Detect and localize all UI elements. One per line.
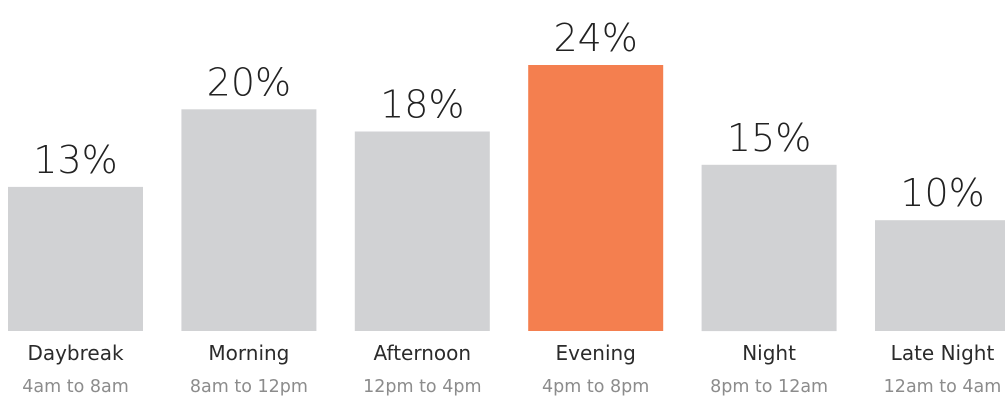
value-label-daybreak: 13% — [33, 138, 117, 182]
bar-daybreak — [8, 186, 143, 331]
category-label-evening: Evening — [556, 341, 636, 365]
bar-morning — [181, 109, 317, 331]
value-label-late-night: 10% — [900, 171, 984, 215]
category-label-night: Night — [742, 341, 796, 365]
category-labels-group: Daybreak Morning Afternoon Evening Night Late… — [27, 341, 994, 365]
value-label-morning: 20% — [207, 60, 291, 104]
category-label-afternoon: Afternoon — [374, 341, 472, 365]
time-range-label-daybreak: 4am to 8am — [22, 377, 129, 397]
value-labels-group: 13% 20% 18% 24% 15% 10% — [33, 16, 984, 215]
bar-night — [701, 164, 837, 332]
category-label-daybreak: Daybreak — [27, 341, 124, 365]
bar-late-night — [875, 220, 1005, 331]
bars-group — [8, 65, 1005, 332]
time-range-label-evening: 4pm to 8pm — [542, 377, 649, 397]
value-label-afternoon: 18% — [380, 83, 464, 127]
bar-evening — [528, 65, 664, 331]
time-range-labels-group: 4am to 8am 8am to 12pm 12pm to 4pm 4pm to 8… — [22, 377, 1001, 397]
category-label-late-night: Late Night — [891, 341, 995, 365]
time-range-label-afternoon: 12pm to 4pm — [363, 377, 481, 397]
time-range-label-morning: 8am to 12pm — [190, 377, 308, 397]
category-label-morning: Morning — [208, 341, 289, 365]
time-range-label-night: 8pm to 12am — [710, 377, 828, 397]
value-label-evening: 24% — [553, 16, 637, 60]
value-label-night: 15% — [727, 116, 811, 160]
time-range-label-late-night: 12am to 4am — [884, 377, 1002, 397]
bar-afternoon — [354, 131, 490, 331]
